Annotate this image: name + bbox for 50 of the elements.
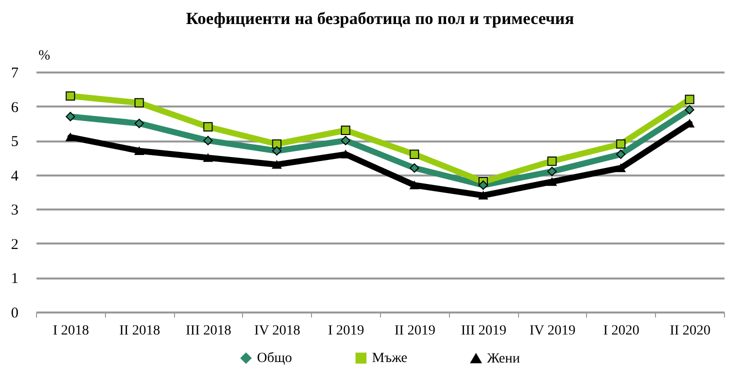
y-tick-label: 6 [11, 100, 19, 116]
point [134, 146, 144, 155]
y-tick-label: 3 [11, 202, 18, 219]
point [410, 163, 420, 173]
point [616, 164, 626, 172]
x-tick-label: II 2020 [670, 324, 711, 338]
point [616, 139, 626, 149]
legend-label: Мъже [372, 351, 408, 366]
point [134, 98, 144, 108]
x-tick-label: II 2019 [394, 324, 436, 338]
y-axis-title: % [38, 48, 50, 64]
point [478, 191, 488, 200]
point [66, 112, 76, 122]
x-tick-label: II 2018 [119, 324, 160, 338]
x-tick-label: I 2018 [52, 324, 89, 338]
point [66, 91, 76, 101]
point [684, 94, 694, 104]
y-tick-label: 5 [11, 134, 18, 150]
point [478, 180, 488, 190]
y-tick-label: 4 [11, 168, 19, 184]
point [684, 105, 694, 114]
x-tick-label: IV 2018 [254, 324, 300, 338]
y-tick-label: 0 [11, 306, 18, 322]
point [203, 122, 213, 132]
legend-label: Жени [487, 351, 521, 366]
x-tick-label: IV 2019 [529, 324, 576, 338]
x-tick-label: I 2019 [328, 324, 364, 338]
chart-title: Коефициенти на безработица по пол и тримесечия [186, 9, 574, 28]
point [547, 178, 557, 186]
x-tick-label: III 2019 [460, 324, 506, 338]
point [616, 150, 626, 159]
y-tick-label: 1 [11, 271, 18, 288]
point [272, 146, 282, 156]
point [410, 181, 420, 190]
point [340, 126, 350, 135]
point [66, 133, 76, 142]
point [203, 154, 213, 162]
x-tick-label: III 2018 [186, 324, 232, 338]
point [410, 150, 420, 159]
point [203, 136, 213, 146]
point [272, 139, 282, 149]
point [340, 136, 350, 146]
point [272, 160, 282, 169]
y-tick-label: 2 [11, 236, 18, 253]
point [134, 118, 144, 128]
point [547, 166, 557, 176]
y-tick-label: 7 [11, 66, 19, 82]
x-tick-label: I 2020 [603, 324, 640, 338]
point [547, 156, 557, 166]
legend-label: Общо [257, 351, 292, 366]
